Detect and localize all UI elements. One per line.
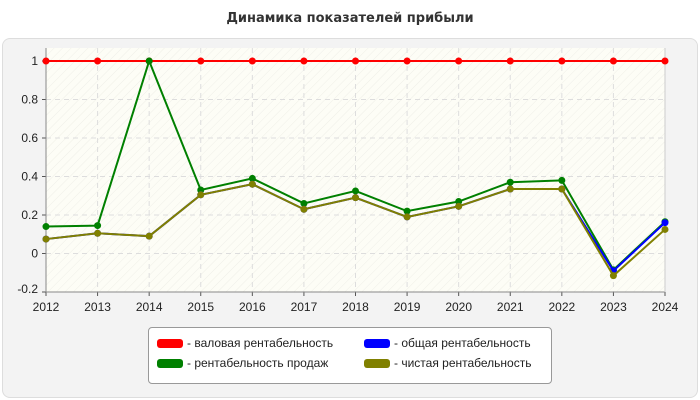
data-point-3 (352, 194, 359, 202)
legend-label: - рентабельность продаж (187, 356, 329, 370)
data-point-1 (661, 219, 669, 227)
data-point-3 (506, 185, 514, 193)
legend-label: - валовая рентабельность (187, 336, 334, 350)
y-tick-label: 0.8 (21, 93, 38, 107)
chart-title: Динамика показателей прибыли (226, 11, 474, 26)
y-tick-label: 0.2 (21, 208, 38, 222)
data-point-2 (300, 199, 308, 207)
data-point-2 (94, 222, 102, 230)
data-point-0 (352, 57, 359, 65)
legend-item-total: - общая рентабельность (364, 336, 531, 350)
data-point-2 (455, 198, 463, 206)
data-point-3 (300, 205, 308, 213)
y-tick-label: 0.6 (21, 131, 38, 145)
x-tick-label: 2022 (548, 300, 575, 314)
data-point-3 (609, 272, 617, 280)
data-point-2 (506, 178, 514, 186)
legend: - валовая рентабельность - общая рентабе… (148, 327, 552, 384)
x-tick-label: 2016 (239, 300, 266, 314)
data-point-0 (661, 57, 669, 65)
data-point-3 (455, 202, 463, 210)
data-point-3 (248, 180, 256, 188)
data-point-3 (42, 235, 50, 243)
data-point-0 (506, 57, 514, 65)
data-point-2 (42, 223, 50, 231)
data-point-3 (661, 225, 669, 233)
data-point-3 (94, 229, 102, 237)
data-point-2 (403, 207, 411, 215)
data-point-0 (609, 57, 617, 65)
legend-label: - общая рентабельность (394, 336, 531, 350)
x-tick-label: 2014 (136, 300, 163, 314)
y-tick-label: 0.4 (21, 170, 38, 184)
x-tick-label: 2015 (187, 300, 214, 314)
data-point-2 (248, 174, 256, 182)
data-point-0 (248, 57, 256, 65)
x-tick-label: 2013 (84, 300, 111, 314)
data-point-0 (94, 57, 102, 65)
data-point-0 (403, 57, 411, 65)
x-tick-label: 2017 (291, 300, 318, 314)
legend-item-gross: - валовая рентабельность (157, 336, 333, 350)
y-tick-label: 1 (31, 54, 38, 68)
data-point-2 (558, 176, 566, 184)
data-point-3 (197, 191, 205, 199)
legend-swatch (157, 338, 183, 348)
data-point-0 (197, 57, 205, 65)
data-point-2 (145, 57, 153, 65)
x-tick-label: 2019 (394, 300, 421, 314)
data-point-3 (403, 213, 411, 221)
y-tick-label: 0 (31, 247, 38, 261)
legend-item-net: - чистая рентабельность (364, 356, 531, 370)
data-point-0 (42, 57, 50, 65)
y-tick-label: -0.2 (17, 282, 38, 296)
legend-swatch (364, 358, 390, 368)
legend-item-sales: - рентабельность продаж (157, 356, 328, 370)
data-point-3 (145, 232, 153, 240)
x-tick-label: 2023 (600, 300, 627, 314)
data-point-2 (197, 186, 205, 194)
data-point-3 (558, 185, 566, 193)
data-point-2 (352, 187, 359, 195)
x-tick-label: 2020 (445, 300, 472, 314)
legend-swatch (157, 358, 183, 368)
x-tick-label: 2012 (33, 300, 60, 314)
x-tick-label: 2024 (652, 300, 679, 314)
legend-swatch (364, 338, 390, 348)
data-point-0 (558, 57, 566, 65)
x-tick-label: 2018 (342, 300, 369, 314)
x-tick-label: 2021 (497, 300, 524, 314)
legend-label: - чистая рентабельность (394, 356, 532, 370)
data-point-0 (300, 57, 308, 65)
data-point-0 (455, 57, 463, 65)
